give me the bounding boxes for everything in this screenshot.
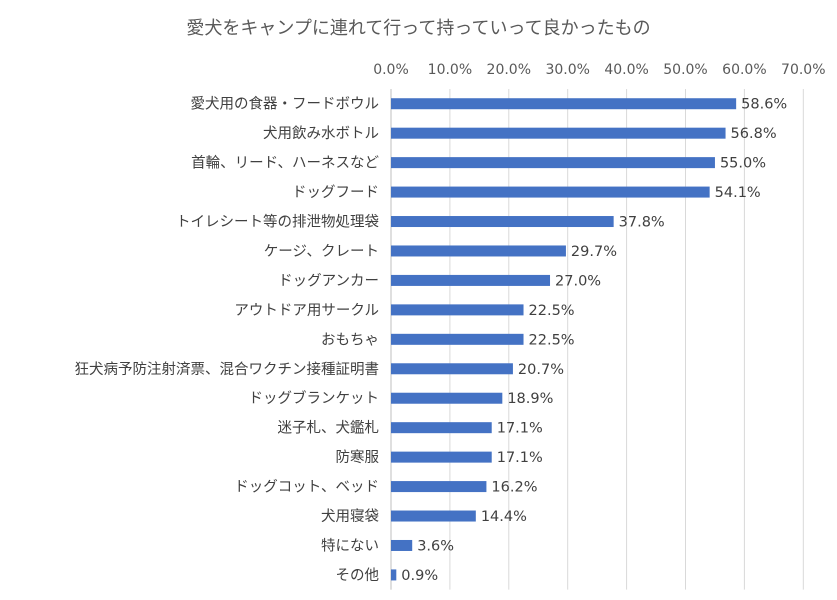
data-label: 3.6% [417, 538, 454, 554]
data-label: 37.8% [619, 215, 665, 231]
x-tick-label: 30.0% [545, 62, 589, 78]
bar [391, 216, 614, 228]
x-tick-label: 70.0% [781, 62, 825, 78]
data-label: 22.5% [529, 332, 575, 348]
x-tick-label: 40.0% [604, 62, 648, 78]
category-label: 特にない [321, 537, 379, 554]
bar [391, 245, 566, 257]
bar [391, 539, 413, 551]
data-label: 22.5% [529, 303, 575, 319]
category-label: ドッグフード [292, 184, 379, 201]
bar [391, 274, 551, 286]
bar [391, 333, 524, 345]
data-label: 20.7% [518, 362, 564, 378]
data-label: 27.0% [555, 273, 601, 289]
data-label: 17.1% [497, 421, 543, 437]
data-label: 56.8% [731, 126, 777, 142]
category-label: トイレシート等の排泄物処理袋 [176, 213, 379, 231]
bar [391, 481, 487, 493]
bar [391, 363, 513, 375]
bar [391, 451, 492, 463]
x-tick-label: 20.0% [487, 62, 531, 78]
bar [391, 186, 710, 198]
category-label: アウトドア用サークル [234, 302, 379, 319]
category-label: 防寒服 [336, 448, 380, 466]
data-label: 18.9% [507, 391, 553, 407]
bar [391, 422, 492, 434]
data-label: 54.1% [715, 185, 761, 201]
x-tick-label: 60.0% [722, 62, 766, 78]
category-label: ドッグブランケット [249, 389, 380, 407]
data-label: 58.6% [741, 97, 787, 113]
category-label: 首輪、リード、ハーネスなど [191, 155, 379, 172]
category-label: 狂犬病予防注射済票、混合ワクチン接種証明書 [75, 361, 380, 378]
x-tick-label: 50.0% [663, 62, 707, 78]
data-label: 16.2% [491, 480, 537, 496]
bar [391, 392, 503, 404]
data-label: 14.4% [481, 509, 527, 525]
chart-title: 愛犬をキャンプに連れて行って持っていって良かったもの [186, 18, 651, 39]
category-label: 迷子札、犬鑑札 [278, 420, 380, 437]
bar [391, 304, 524, 316]
data-label: 29.7% [571, 244, 617, 260]
category-label: 犬用飲み水ボトル [263, 125, 379, 142]
data-label: 17.1% [497, 450, 543, 466]
category-label: ケージ、クレート [264, 243, 379, 260]
bar [391, 157, 715, 169]
bar [391, 510, 476, 522]
x-tick-label: 0.0% [373, 62, 409, 78]
bar [391, 127, 726, 139]
category-label: ドッグアンカー [278, 272, 379, 289]
x-tick-label: 10.0% [428, 62, 472, 78]
category-label: 愛犬用の食器・フードボウル [191, 96, 380, 113]
data-label: 55.0% [720, 156, 766, 172]
data-label: 0.9% [401, 568, 438, 584]
bar [391, 98, 737, 110]
category-label: おもちゃ [321, 331, 379, 348]
category-label: ドッグコット、ベッド [234, 479, 379, 496]
bar [391, 569, 397, 581]
category-label: その他 [336, 567, 380, 584]
category-label: 犬用寝袋 [321, 507, 379, 525]
